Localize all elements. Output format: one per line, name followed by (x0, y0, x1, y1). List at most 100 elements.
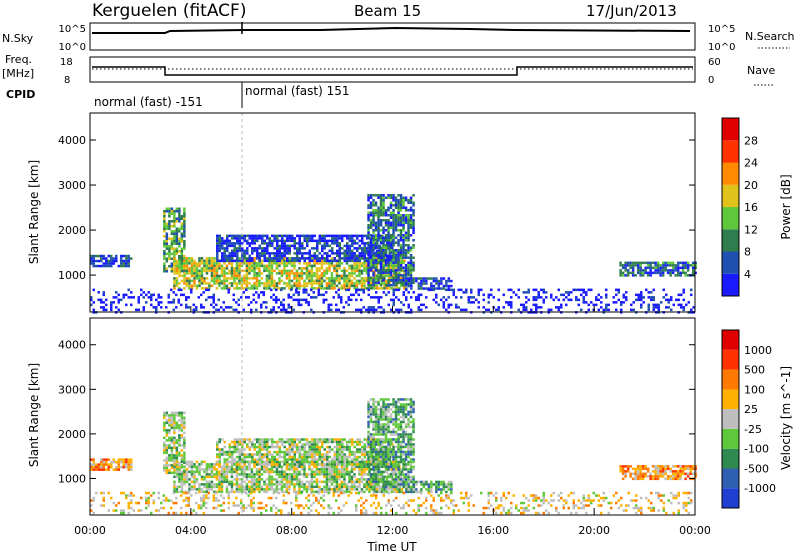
velocity-echo-cell (235, 478, 239, 481)
power-echo-cell (270, 296, 273, 299)
velocity-echo-cell (173, 431, 176, 435)
power-echo-cell (238, 267, 241, 270)
velocity-echo-cell (280, 478, 284, 481)
velocity-echo-cell (168, 446, 171, 450)
power-echo-cell (671, 264, 675, 267)
power-echo-cell (246, 234, 249, 238)
velocity-echo-cell (391, 455, 394, 459)
power-echo-cell (685, 303, 688, 307)
power-echo-cell (389, 271, 393, 274)
power-echo-cell (120, 259, 123, 263)
velocity-echo-cell (238, 490, 241, 494)
velocity-echo-cell (236, 438, 239, 441)
velocity-echo-cell (353, 475, 356, 479)
power-echo-cell (412, 214, 415, 217)
power-echo-cell (306, 237, 309, 240)
velocity-echo-cell (178, 414, 181, 417)
velocity-echo-cell (260, 488, 264, 491)
power-echo-cell (374, 246, 378, 249)
velocity-echo-cell (320, 470, 324, 474)
power-echo-cell (268, 242, 271, 245)
velocity-echo-cell (343, 445, 346, 449)
power-echo-cell (226, 234, 229, 238)
power-echo-cell (178, 267, 181, 270)
power-echo-cell (384, 229, 388, 232)
power-echo-cell (180, 264, 184, 268)
power-echo-cell (266, 234, 269, 238)
power-echo-cell (333, 282, 336, 285)
power-colorbar-cell (722, 251, 739, 274)
power-echo-cell (392, 194, 395, 197)
velocity-echo-cell (293, 450, 296, 454)
power-echo-cell (331, 247, 334, 250)
power-echo-cell (387, 231, 390, 234)
power-echo-cell (367, 224, 370, 227)
power-echo-cell (374, 214, 378, 217)
velocity-echo-cell (170, 464, 174, 467)
power-echo-cell (243, 269, 246, 273)
power-echo-cell (681, 271, 685, 275)
velocity-echo-cell (283, 458, 286, 461)
velocity-echo-cell (310, 473, 314, 476)
power-echo-cell (399, 244, 403, 247)
power-echo-cell (105, 308, 108, 312)
velocity-echo-cell (283, 473, 286, 476)
velocity-echo-cell (175, 424, 179, 427)
power-echo-cell (213, 277, 216, 280)
power-echo-cell (649, 266, 652, 270)
power-echo-cell (278, 287, 281, 290)
power-echo-cell (387, 259, 390, 262)
power-echo-cell (372, 256, 375, 259)
power-echo-cell (180, 259, 184, 263)
power-echo-cell (335, 262, 339, 265)
power-echo-cell (280, 303, 283, 307)
velocity-echo-cell (372, 400, 375, 404)
velocity-echo-cell (298, 488, 301, 491)
power-echo-cell (382, 264, 385, 267)
power-echo-cell (293, 267, 296, 270)
power-echo-cell (612, 301, 615, 304)
power-echo-cell (374, 254, 378, 257)
power-echo-cell (107, 259, 110, 263)
velocity-echo-cell (200, 488, 204, 491)
power-echo-cell (230, 284, 234, 288)
velocity-echo-cell (323, 453, 326, 456)
velocity-echo-cell (183, 419, 186, 422)
velocity-echo-cell (95, 468, 98, 471)
power-echo-cell (382, 259, 385, 262)
velocity-echo-cell (345, 473, 349, 476)
power-echo-cell (404, 256, 408, 259)
power-echo-cell (205, 264, 209, 268)
power-echo-cell (278, 277, 281, 280)
power-echo-cell (213, 274, 216, 278)
velocity-echo-cell (258, 440, 261, 444)
power-echo-cell (367, 281, 370, 284)
velocity-echo-cell (350, 475, 354, 479)
power-echo-cell (392, 226, 395, 229)
power-echo-cell (655, 306, 658, 309)
power-echo-cell (275, 272, 279, 275)
power-echo-cell (363, 267, 366, 270)
power-echo-cell (276, 257, 279, 260)
velocity-echo-cell (376, 438, 379, 441)
power-echo-cell (372, 254, 375, 257)
power-echo-cell (292, 298, 295, 302)
velocity-echo-cell (369, 440, 373, 444)
velocity-echo-cell (351, 438, 354, 441)
power-echo-cell (183, 212, 186, 215)
power-echo-cell (407, 244, 410, 247)
power-echo-cell (331, 252, 334, 255)
power-echo-cell (577, 303, 580, 307)
velocity-echo-cell (311, 463, 314, 466)
velocity-echo-cell (353, 458, 356, 461)
velocity-echo-cell (180, 480, 184, 484)
power-echo-cell (640, 298, 643, 302)
power-echo-cell (323, 242, 326, 245)
power-echo-cell (218, 237, 221, 240)
power-echo-cell (348, 254, 351, 258)
power-echo-cell (195, 308, 198, 312)
power-echo-cell (110, 262, 113, 265)
power-echo-cell (385, 293, 388, 297)
power-echo-cell (316, 257, 319, 260)
power-echo-cell (387, 291, 390, 294)
